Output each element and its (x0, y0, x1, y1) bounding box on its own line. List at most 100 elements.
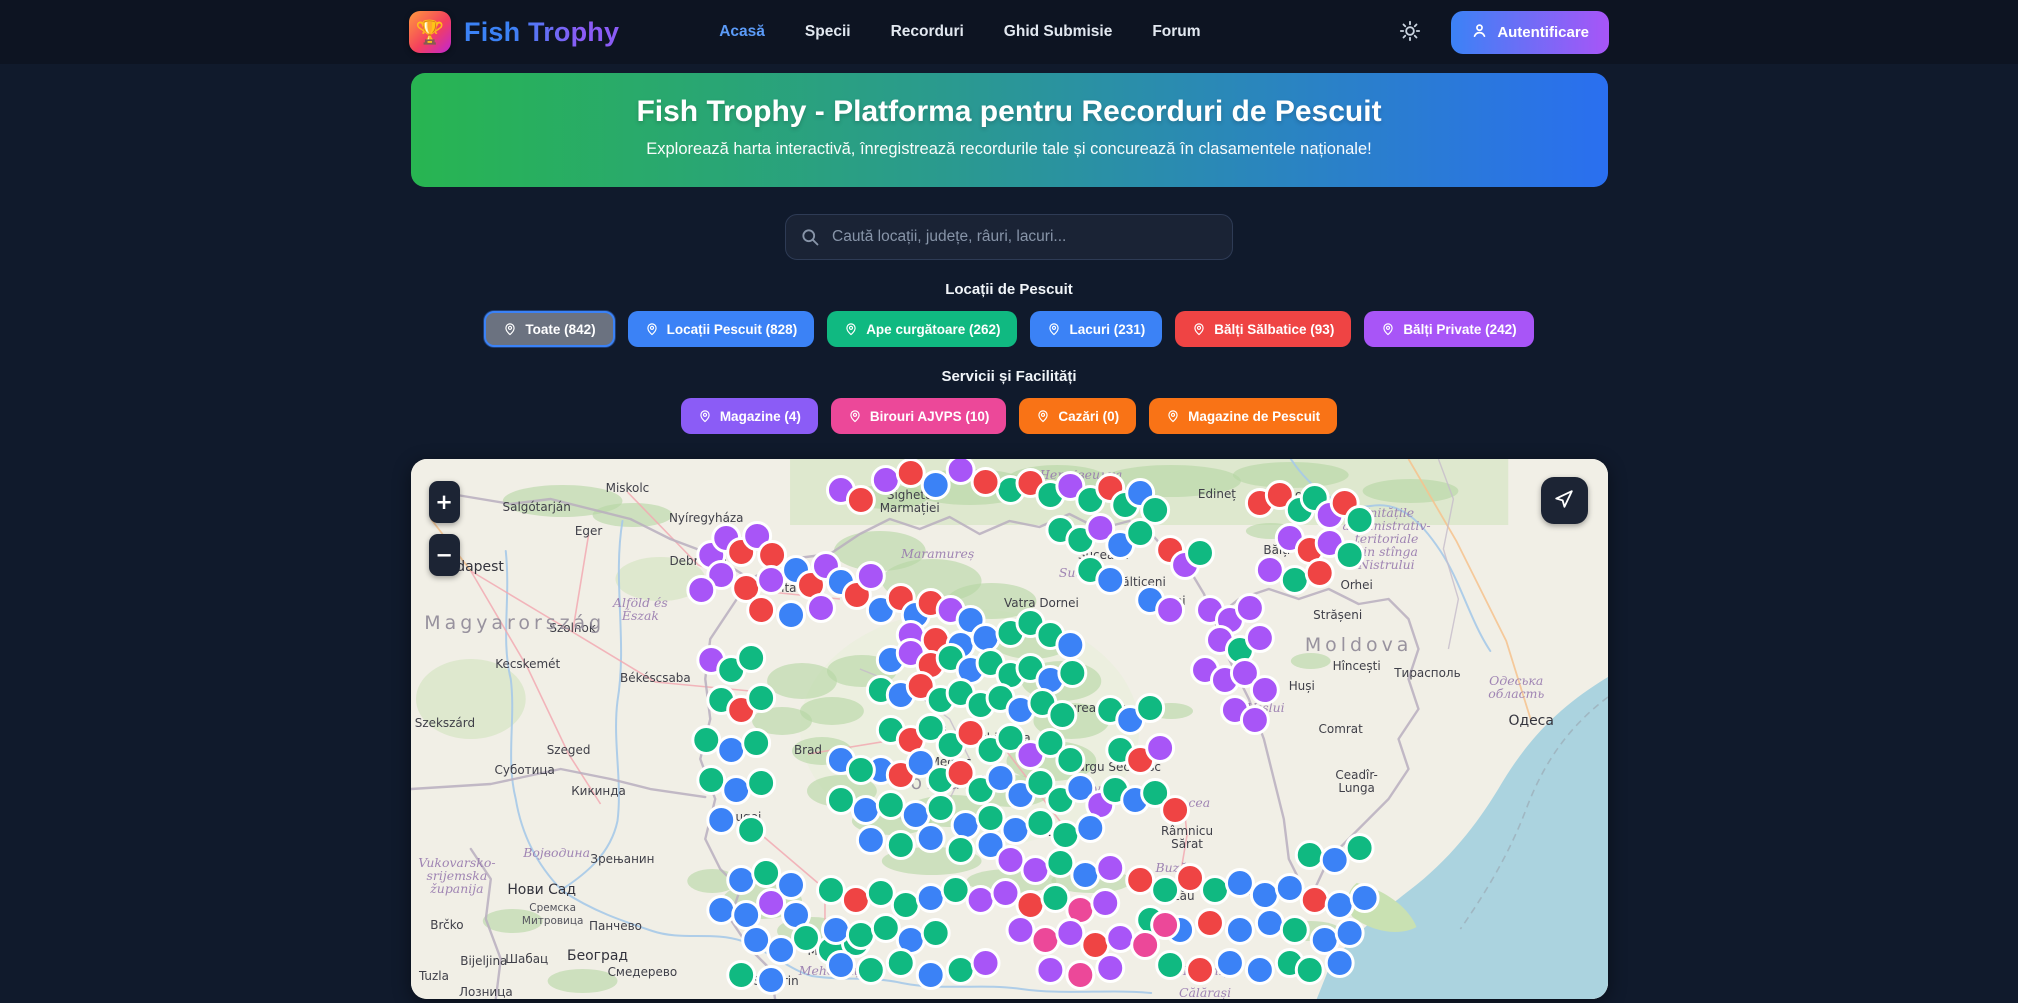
map-marker[interactable] (1154, 595, 1185, 625)
map-marker[interactable] (925, 793, 956, 823)
nav-item-forum[interactable]: Forum (1152, 23, 1201, 40)
map-marker[interactable] (735, 643, 766, 673)
map-marker[interactable] (1139, 495, 1170, 525)
map-marker[interactable] (735, 815, 766, 845)
map-marker[interactable] (855, 825, 886, 855)
map-marker[interactable] (885, 948, 916, 978)
map-marker[interactable] (945, 835, 976, 865)
map-marker[interactable] (850, 795, 881, 825)
search-input[interactable] (785, 214, 1233, 260)
map-marker[interactable] (1294, 955, 1325, 985)
map-marker[interactable] (820, 915, 851, 945)
map-marker[interactable] (1214, 948, 1245, 978)
map-marker[interactable] (945, 459, 976, 485)
map-marker[interactable] (755, 965, 786, 995)
map-marker[interactable] (920, 918, 951, 948)
map-marker[interactable] (1254, 555, 1285, 585)
map-marker[interactable] (865, 878, 896, 908)
map-marker[interactable] (990, 878, 1020, 908)
map-marker[interactable] (915, 823, 946, 853)
map-marker[interactable] (685, 575, 716, 605)
map-marker[interactable] (1254, 908, 1285, 938)
map-marker[interactable] (1054, 918, 1085, 948)
map-marker[interactable] (715, 735, 746, 765)
map-marker[interactable] (970, 467, 1001, 497)
map-marker[interactable] (1139, 778, 1170, 808)
map-marker[interactable] (1069, 860, 1100, 890)
map-marker[interactable] (690, 725, 721, 755)
map-marker[interactable] (1274, 873, 1305, 903)
map-marker[interactable] (1104, 923, 1135, 953)
map-marker[interactable] (1019, 855, 1050, 885)
map-marker[interactable] (975, 830, 1006, 860)
filter-toate-842-[interactable]: Toate (842) (484, 311, 615, 347)
map-marker[interactable] (1000, 815, 1030, 845)
map-marker[interactable] (1039, 883, 1070, 913)
map-marker[interactable] (1056, 658, 1087, 688)
map-marker[interactable] (915, 713, 946, 743)
map-marker[interactable] (1344, 505, 1375, 535)
map-marker[interactable] (1034, 728, 1065, 758)
map-marker[interactable] (1094, 565, 1125, 595)
map-marker[interactable] (940, 875, 971, 905)
map-marker[interactable] (1334, 918, 1365, 948)
map-marker[interactable] (1199, 875, 1230, 905)
map-marker[interactable] (705, 895, 736, 925)
map-marker[interactable] (1129, 930, 1160, 960)
map-marker[interactable] (695, 765, 726, 795)
map-marker[interactable] (1324, 948, 1355, 978)
map-marker[interactable] (745, 768, 776, 798)
map-marker[interactable] (825, 950, 856, 980)
map-marker[interactable] (855, 955, 886, 985)
map-marker[interactable] (1074, 813, 1105, 843)
brand-title[interactable]: Fish Trophy (464, 16, 620, 47)
map-marker[interactable] (705, 805, 736, 835)
map-marker[interactable] (1239, 705, 1270, 735)
map-marker[interactable] (1054, 471, 1085, 501)
map-marker[interactable] (725, 865, 756, 895)
filter-locații-pescuit-828-[interactable]: Locații Pescuit (828) (627, 311, 815, 347)
map-marker[interactable] (890, 890, 921, 920)
map-marker[interactable] (1005, 915, 1035, 945)
map-marker[interactable] (915, 883, 946, 913)
locate-me-button[interactable] (1540, 477, 1588, 524)
zoom-out-button[interactable]: − (428, 534, 460, 576)
map-marker[interactable] (945, 758, 976, 788)
map-marker[interactable] (1149, 910, 1180, 940)
map-marker[interactable] (855, 561, 886, 591)
map-marker[interactable] (1159, 795, 1190, 825)
map-marker[interactable] (825, 785, 856, 815)
map-marker[interactable] (730, 900, 761, 930)
map-marker[interactable] (895, 459, 926, 488)
map-marker[interactable] (1046, 700, 1077, 730)
map-marker[interactable] (1144, 733, 1175, 763)
map-marker[interactable] (1024, 808, 1055, 838)
map-marker[interactable] (725, 960, 756, 990)
map-marker[interactable] (805, 593, 836, 623)
map-marker[interactable] (1249, 675, 1280, 705)
map-marker[interactable] (1184, 538, 1215, 568)
map-marker[interactable] (1094, 853, 1125, 883)
map-marker[interactable] (915, 960, 946, 990)
map-marker[interactable] (955, 718, 986, 748)
filter-bălți-sălbatice-93-[interactable]: Bălți Sălbatice (93) (1175, 311, 1352, 347)
map-marker[interactable] (985, 763, 1015, 793)
map-marker[interactable] (1054, 745, 1085, 775)
map-marker[interactable] (1149, 875, 1180, 905)
map-marker[interactable] (1279, 565, 1310, 595)
theme-toggle-button[interactable] (1395, 16, 1425, 49)
map-marker[interactable] (870, 465, 901, 495)
map-marker[interactable] (1154, 950, 1185, 980)
map-marker[interactable] (995, 723, 1025, 753)
map-marker[interactable] (1319, 845, 1350, 875)
map-marker[interactable] (1184, 955, 1215, 985)
map-marker[interactable] (1089, 888, 1120, 918)
service-magazine-de-pescuit[interactable]: Magazine de Pescuit (1149, 398, 1338, 434)
map-marker[interactable] (1084, 513, 1115, 543)
zoom-in-button[interactable]: + (428, 481, 460, 523)
map-marker[interactable] (705, 560, 736, 590)
map-marker[interactable] (970, 623, 1001, 653)
map-marker[interactable] (745, 595, 776, 625)
map-marker[interactable] (1224, 868, 1255, 898)
map-marker[interactable] (1234, 593, 1265, 623)
